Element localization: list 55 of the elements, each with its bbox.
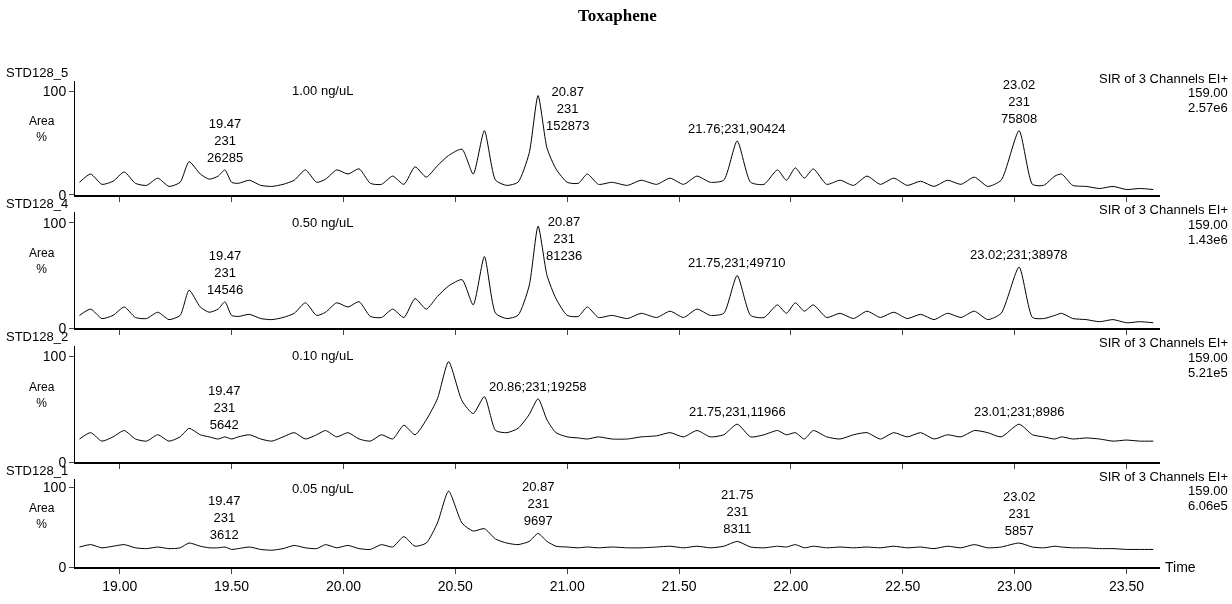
text: STD128_5 bbox=[6, 65, 69, 80]
x-tick-label: 20.00 bbox=[325, 577, 362, 594]
y-tick-label: 0 bbox=[58, 558, 67, 575]
annotation: 21.76;231,90424 bbox=[688, 121, 786, 136]
x-tick-label: 21.00 bbox=[549, 577, 585, 594]
y-axis-title: Area % bbox=[29, 501, 55, 531]
annotation: 19.47 231 5642 bbox=[208, 383, 241, 432]
annotation: 23.01;231;8986 bbox=[974, 404, 1065, 419]
annotation: 0.50 ng/uL bbox=[292, 215, 354, 230]
x-tick-label: 22.00 bbox=[773, 577, 809, 594]
y-axis-title: Area % bbox=[29, 380, 55, 410]
text: 159.00 bbox=[1188, 85, 1228, 100]
y-tick-label: 100 bbox=[42, 214, 67, 231]
y-tick-label: 100 bbox=[42, 83, 67, 100]
annotation: 20.87 231 9697 bbox=[522, 479, 555, 528]
annotation: 23.02;231;38978 bbox=[970, 247, 1068, 262]
annotation: 21.75,231,11966 bbox=[689, 404, 786, 419]
annotation: 23.02 231 75808 bbox=[1001, 77, 1038, 126]
x-tick-label: 19.50 bbox=[214, 577, 250, 594]
text: 1.43e6 bbox=[1188, 232, 1228, 247]
annotation: 21.75 231 8311 bbox=[721, 487, 754, 536]
x-tick-label: 20.50 bbox=[437, 577, 474, 594]
annotation: SIR of 3 Channels EI+ bbox=[1099, 335, 1228, 350]
x-tick-label: 22.50 bbox=[885, 577, 921, 594]
annotation: 1.00 ng/uL bbox=[292, 83, 354, 98]
annotation: 19.47 231 3612 bbox=[208, 493, 241, 542]
x-tick-label: 21.50 bbox=[661, 577, 697, 594]
annotation: SIR of 3 Channels EI+ bbox=[1099, 71, 1228, 86]
x-tick-label: 19.00 bbox=[102, 577, 138, 594]
x-tick-label: 23.00 bbox=[997, 577, 1033, 594]
y-tick-label: 100 bbox=[42, 478, 67, 495]
annotation: 19.47 231 26285 bbox=[207, 116, 244, 165]
annotation: SIR of 3 Channels EI+ bbox=[1099, 202, 1228, 217]
annotation: 19.47 231 14546 bbox=[207, 248, 244, 297]
annotation: 0.10 ng/uL bbox=[292, 348, 354, 363]
annotation: 23.02 231 5857 bbox=[1003, 489, 1036, 538]
text: 5.21e5 bbox=[1188, 365, 1228, 380]
text: 159.00 bbox=[1188, 483, 1228, 498]
text: 6.06e5 bbox=[1188, 498, 1228, 513]
annotation: 20.87 231 152873 bbox=[546, 84, 590, 133]
text: 159.00 bbox=[1188, 217, 1228, 232]
y-axis-title: Area % bbox=[29, 114, 55, 144]
annotation: 0.05 ng/uL bbox=[292, 481, 354, 496]
x-tick-label: 23.50 bbox=[1108, 577, 1145, 594]
annotation: SIR of 3 Channels EI+ bbox=[1099, 469, 1228, 484]
annotation: 20.86;231;19258 bbox=[489, 379, 587, 394]
y-axis-title: Area % bbox=[29, 246, 55, 276]
line-series bbox=[78, 361, 1154, 442]
x-axis-title: Time bbox=[1165, 559, 1196, 575]
text: 2.57e6 bbox=[1188, 100, 1228, 115]
chart-title: Toxaphene bbox=[578, 6, 658, 25]
annotation: 20.87 231 81236 bbox=[546, 214, 583, 263]
annotation: 21.75,231;49710 bbox=[688, 255, 786, 270]
y-tick-label: 100 bbox=[42, 348, 67, 365]
text: 159.00 bbox=[1188, 350, 1228, 365]
